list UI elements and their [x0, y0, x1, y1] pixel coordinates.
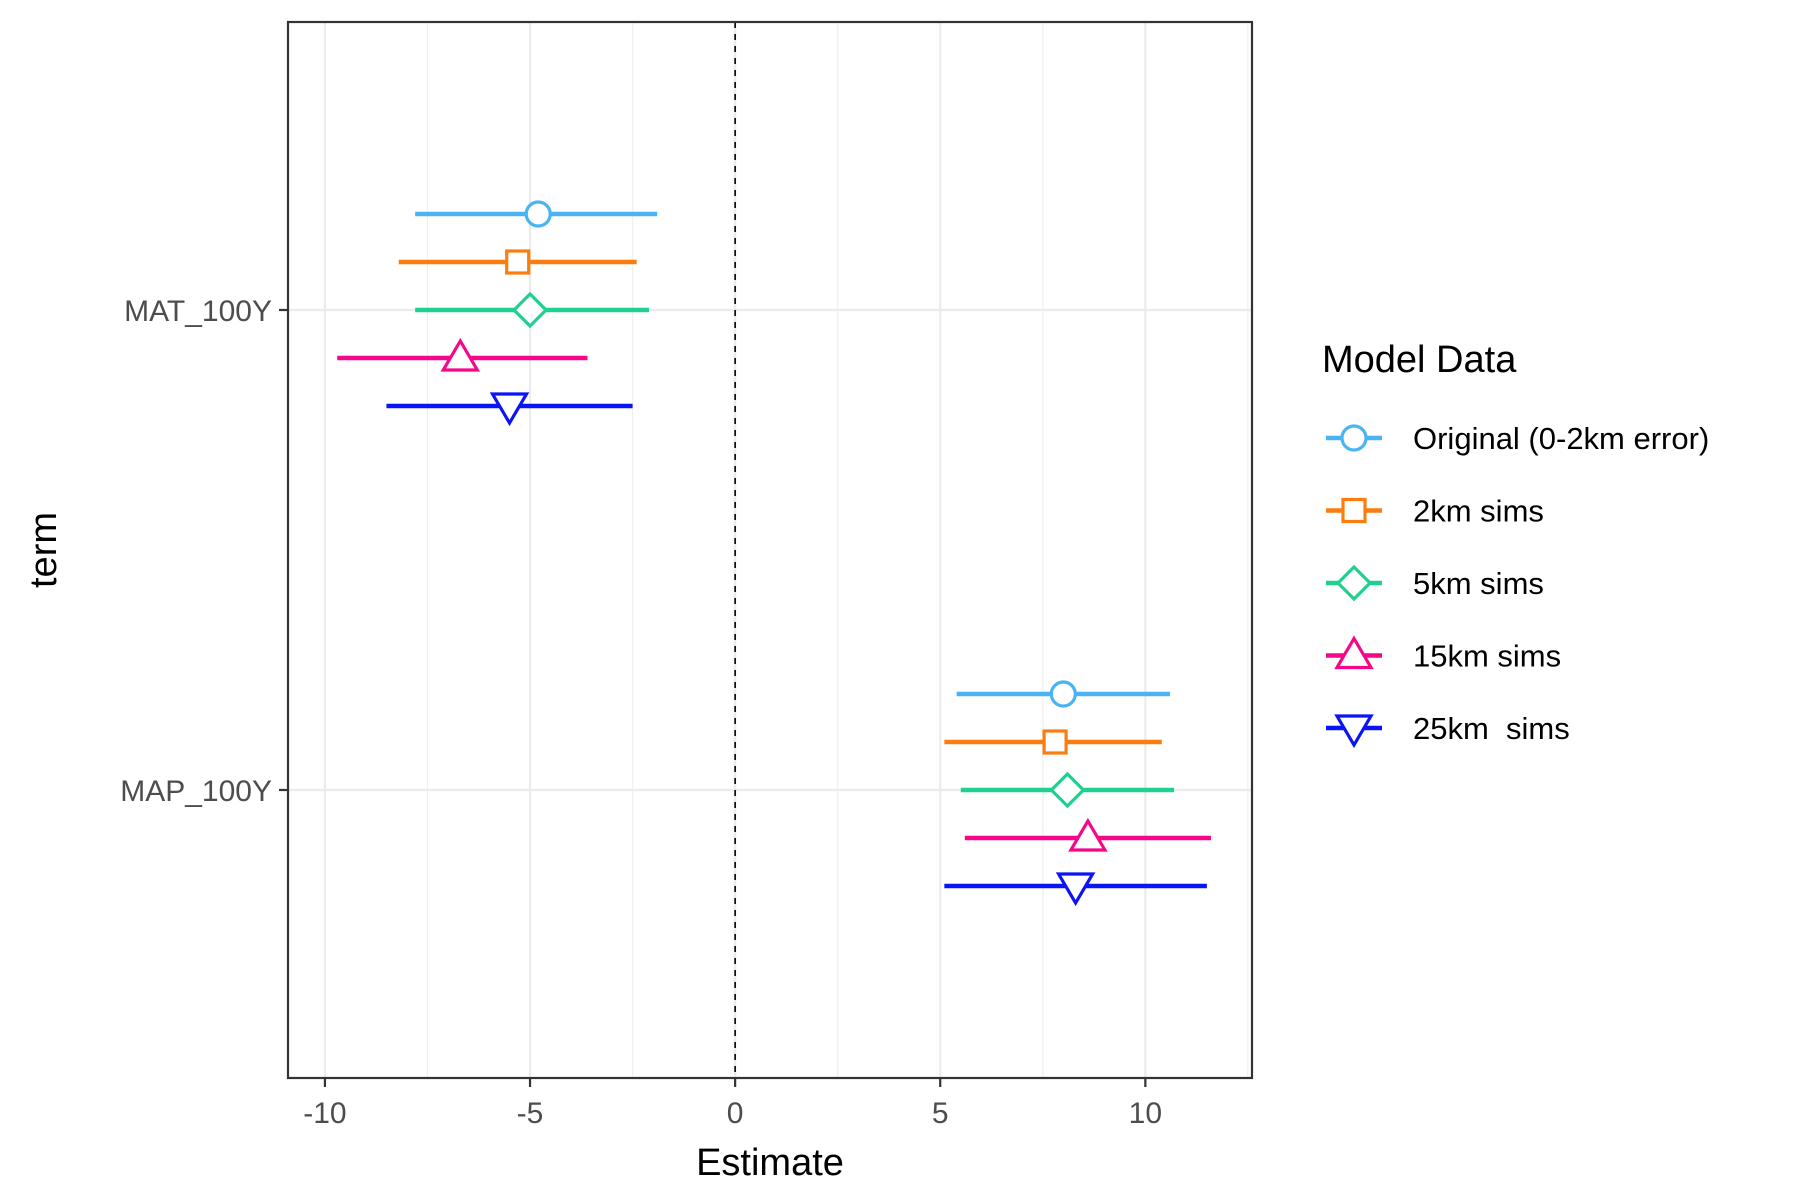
series-circle — [415, 200, 1170, 708]
legend-key-marker — [1341, 497, 1367, 524]
legend-item: 2km sims — [1326, 494, 1544, 529]
point-marker — [511, 291, 549, 329]
point-marker — [1055, 872, 1096, 907]
point-marker — [1049, 771, 1086, 809]
legend-label: 2km sims — [1413, 494, 1544, 529]
x-tick-label: 0 — [727, 1097, 744, 1130]
y-axis-title: term — [23, 512, 65, 588]
legend-key-marker — [1335, 564, 1373, 602]
legend-items: Original (0-2km error) 2km sims 5km sims 15… — [1326, 421, 1709, 749]
point-marker — [524, 200, 552, 228]
plot-panel-background — [288, 22, 1252, 1078]
y-tick-label: MAT_100Y — [124, 295, 272, 328]
legend-item: 15km sims — [1326, 635, 1561, 674]
series-diamond — [415, 291, 1175, 809]
point-marker — [1049, 680, 1077, 708]
legend-item: 25km sims — [1326, 711, 1570, 749]
y-tick-label: MAP_100Y — [120, 775, 272, 808]
legend-label: 25km sims — [1413, 711, 1570, 746]
plot-panel-border — [286, 20, 1254, 1080]
legend-item: 5km sims — [1326, 564, 1544, 602]
series-triangle-up — [337, 337, 1211, 852]
legend-label: 15km sims — [1413, 639, 1561, 674]
legend: Model Data Original (0-2km error) 2km sim… — [1322, 339, 1709, 749]
point-marker — [1042, 729, 1068, 755]
legend-key-marker — [1340, 424, 1368, 452]
legend-key-marker — [1334, 635, 1374, 670]
legend-key-marker — [1334, 714, 1374, 749]
x-tick-label: 5 — [932, 1097, 949, 1130]
x-tick-label: -5 — [517, 1097, 544, 1130]
x-tick-label: 10 — [1129, 1097, 1162, 1130]
legend-label: 5km sims — [1413, 566, 1544, 601]
x-axis-title: Estimate — [696, 1142, 844, 1184]
legend-label: Original (0-2km error) — [1413, 421, 1709, 456]
point-marker — [440, 337, 481, 372]
legend-title: Model Data — [1322, 339, 1517, 381]
data-series — [337, 200, 1211, 907]
point-marker — [489, 392, 530, 427]
series-triangle-down — [386, 392, 1207, 907]
series-square — [398, 249, 1162, 755]
axes: -10 -5 0 5 10 MAT_100Y MAP_100Y — [120, 295, 1162, 1130]
point-marker — [1068, 817, 1108, 852]
x-tick-label: -10 — [303, 1097, 346, 1130]
legend-item: Original (0-2km error) — [1326, 421, 1709, 456]
point-marker — [505, 249, 531, 275]
